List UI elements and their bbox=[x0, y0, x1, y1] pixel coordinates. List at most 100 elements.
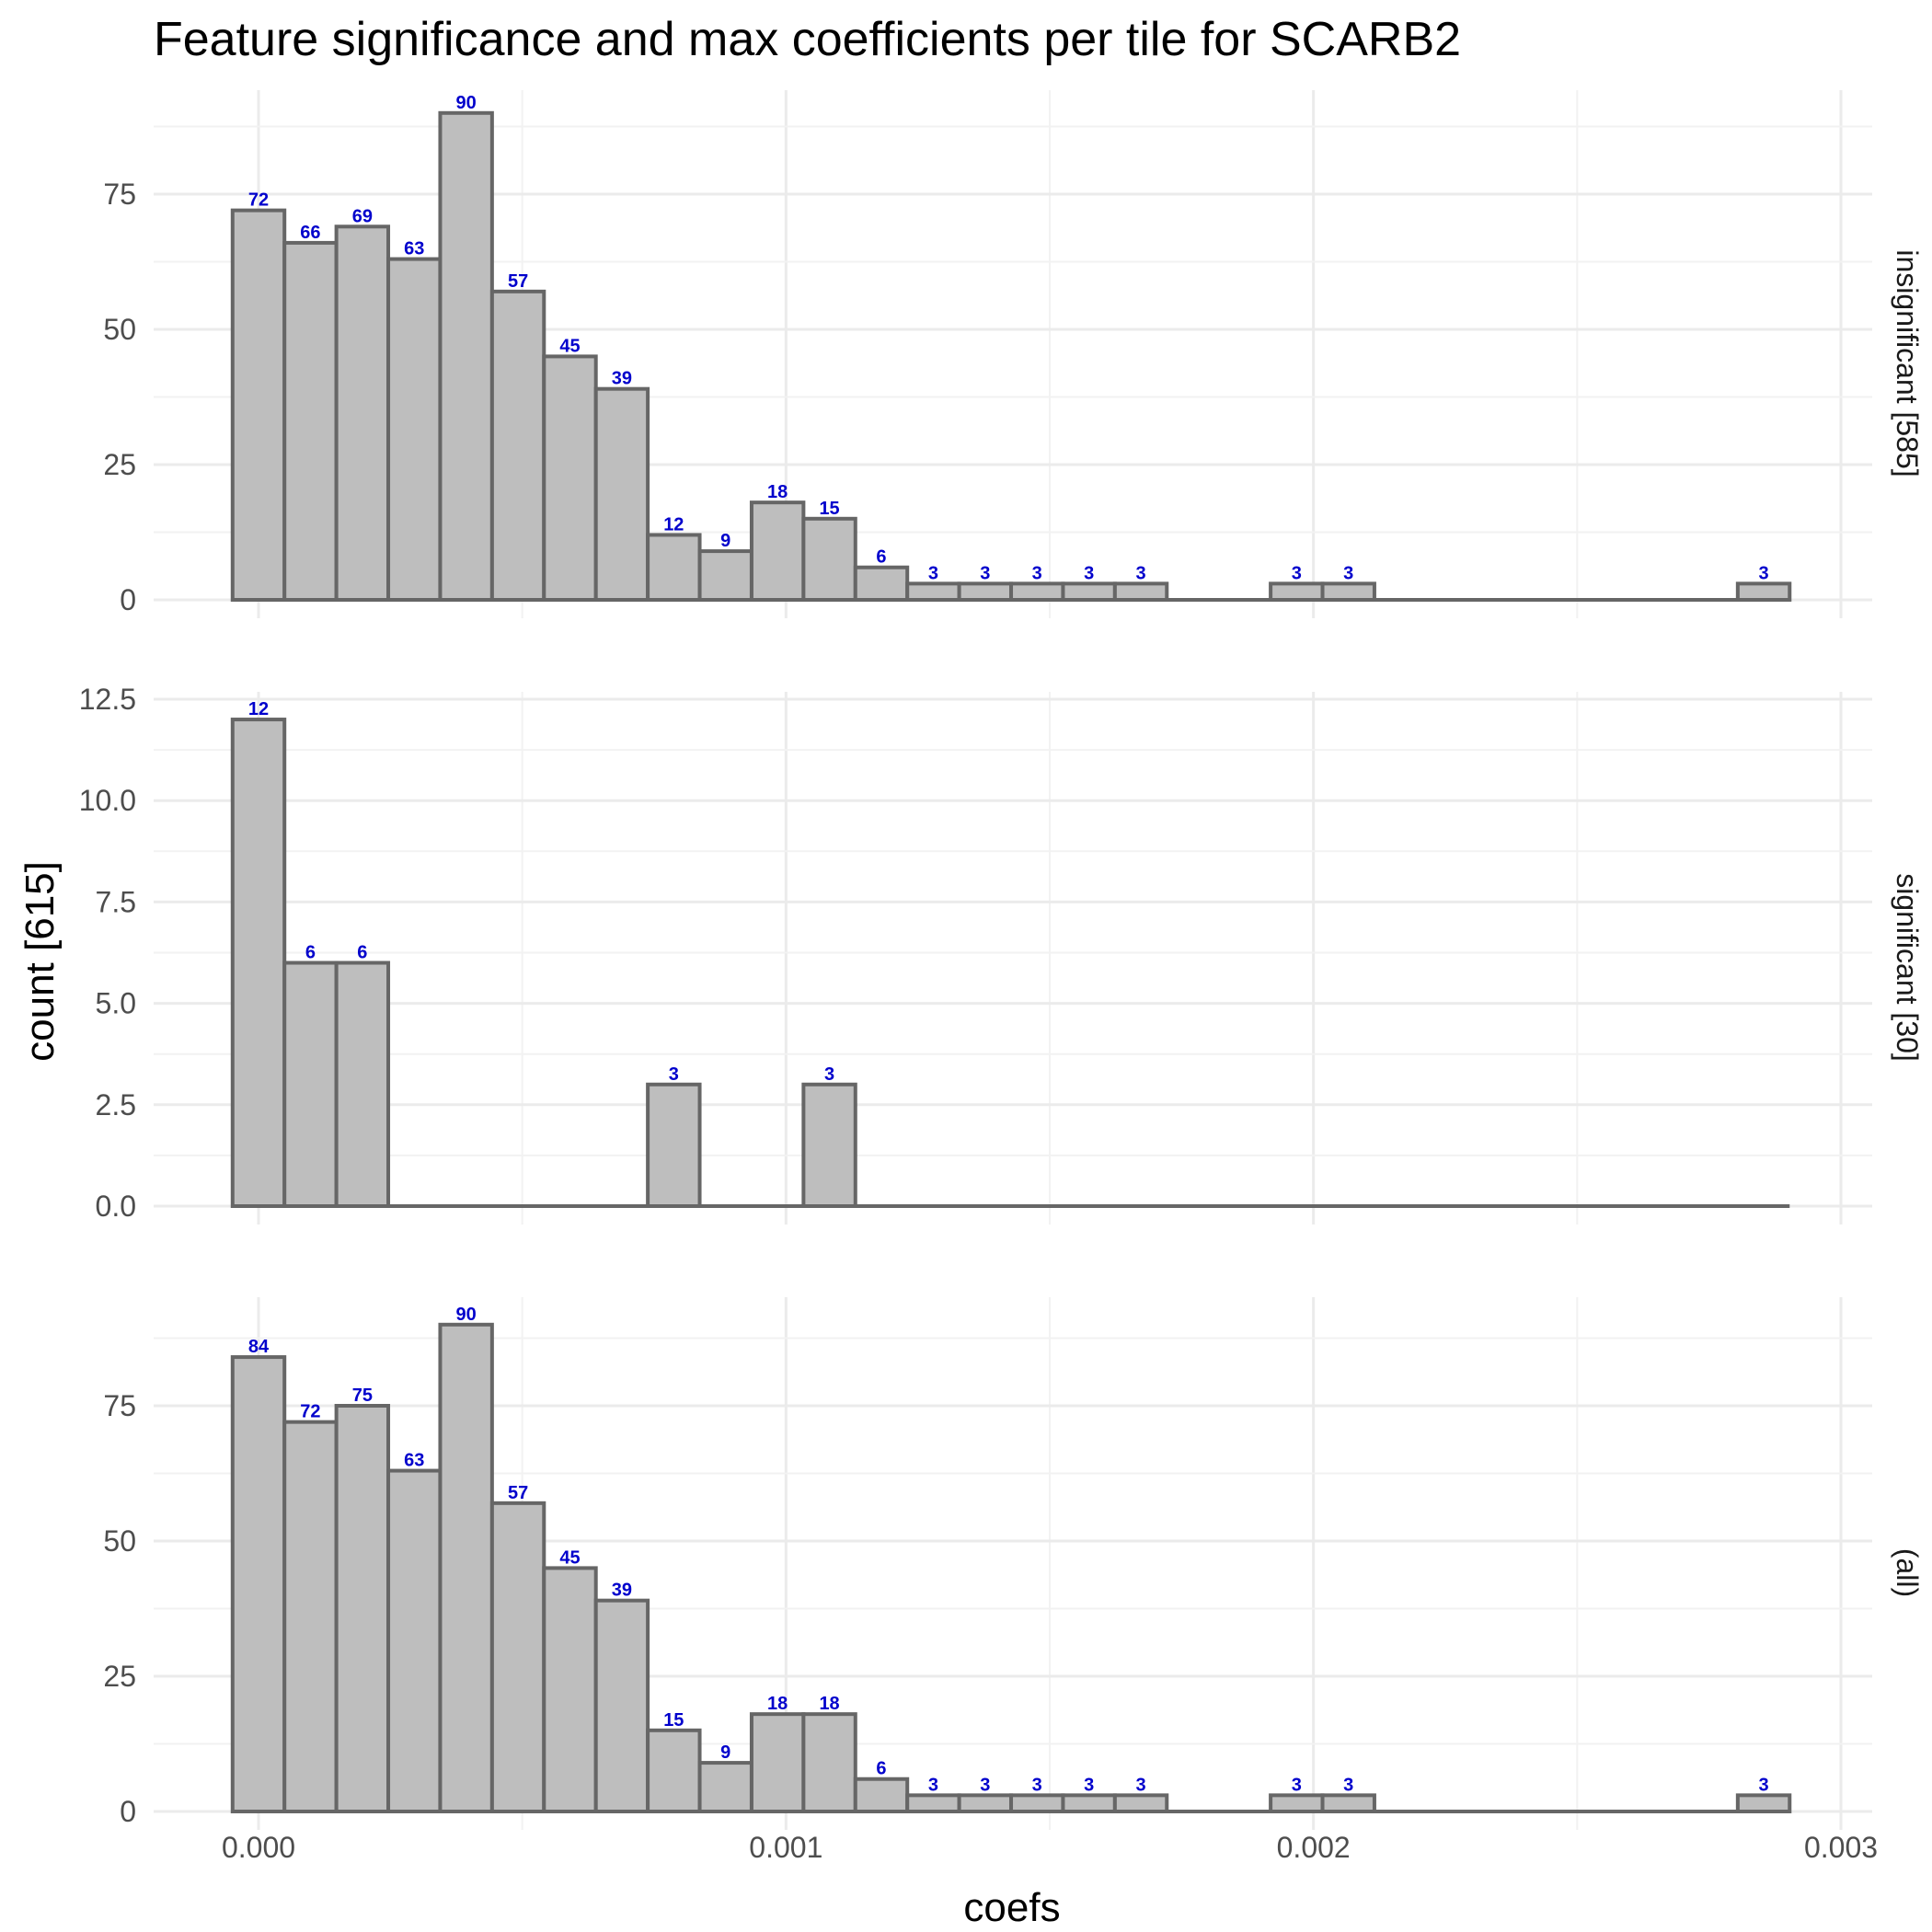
bar-count-label: 3 bbox=[1292, 1775, 1302, 1795]
facet-strip-label: significant [30] bbox=[1891, 873, 1924, 1062]
bar-count-label: 18 bbox=[767, 482, 788, 502]
y-tick-label: 0.0 bbox=[96, 1190, 136, 1223]
histogram-bar bbox=[646, 1728, 702, 1814]
histogram-bar bbox=[489, 1501, 546, 1813]
bar-count-label: 3 bbox=[1759, 563, 1769, 583]
facet-strip-label: (all) bbox=[1891, 1548, 1924, 1597]
bar-count-label: 3 bbox=[980, 1775, 990, 1795]
bar-count-label: 3 bbox=[928, 563, 938, 583]
bar-count-label: 3 bbox=[1136, 563, 1146, 583]
histogram-bar bbox=[593, 1598, 650, 1814]
histogram-bar bbox=[853, 565, 910, 602]
histogram-bar bbox=[1320, 1793, 1376, 1813]
histogram-bar bbox=[1320, 581, 1376, 602]
bar-count-label: 3 bbox=[1136, 1775, 1146, 1795]
bar-count-label: 3 bbox=[928, 1775, 938, 1795]
bar-count-label: 66 bbox=[300, 223, 320, 243]
bar-count-label: 6 bbox=[876, 1759, 886, 1779]
histogram-bar bbox=[801, 516, 857, 602]
histogram-bar bbox=[230, 718, 287, 1208]
bar-count-label: 39 bbox=[612, 369, 632, 389]
bar-count-label: 69 bbox=[352, 206, 373, 226]
y-tick-label: 50 bbox=[103, 313, 136, 346]
bar-count-label: 12 bbox=[248, 699, 269, 719]
bar-count-label: 63 bbox=[404, 1451, 424, 1471]
histogram-bar bbox=[1112, 581, 1169, 602]
histogram-bar bbox=[438, 110, 494, 603]
bar-count-label: 18 bbox=[819, 1694, 839, 1714]
bar-count-label: 90 bbox=[456, 93, 477, 113]
histogram-bar bbox=[1061, 1793, 1117, 1813]
histogram-bar bbox=[334, 1404, 391, 1813]
y-tick-label: 5.0 bbox=[96, 987, 136, 1020]
histogram-bar bbox=[801, 1082, 857, 1209]
bar-count-label: 18 bbox=[767, 1694, 788, 1714]
histogram-bar bbox=[282, 240, 339, 602]
x-tick-label: 0.000 bbox=[222, 1831, 295, 1864]
y-tick-label: 7.5 bbox=[96, 885, 136, 918]
bar-count-label: 39 bbox=[612, 1581, 632, 1601]
y-tick-label: 12.5 bbox=[79, 683, 136, 716]
histogram-bar bbox=[749, 1712, 806, 1814]
bar-count-label: 3 bbox=[1032, 1775, 1042, 1795]
histogram-bar bbox=[905, 1793, 961, 1813]
histogram-bar bbox=[697, 549, 753, 603]
bar-count-label: 57 bbox=[508, 271, 528, 292]
bar-count-label: 15 bbox=[819, 499, 839, 519]
bar-count-label: 72 bbox=[300, 1402, 320, 1422]
histogram-bar bbox=[542, 1566, 598, 1814]
histogram-bar bbox=[230, 208, 287, 602]
bar-count-label: 90 bbox=[456, 1305, 477, 1325]
bar-count-label: 3 bbox=[1292, 563, 1302, 583]
bar-count-label: 9 bbox=[720, 1742, 730, 1763]
bar-count-label: 57 bbox=[508, 1483, 528, 1503]
bar-count-label: 9 bbox=[720, 531, 730, 551]
histogram-bar bbox=[697, 1761, 753, 1813]
histogram-bar bbox=[489, 289, 546, 602]
histogram-bar bbox=[230, 1355, 287, 1813]
histogram-bar bbox=[542, 354, 598, 602]
histogram-bar bbox=[593, 386, 650, 602]
y-tick-label: 75 bbox=[103, 1389, 136, 1422]
bar-count-label: 3 bbox=[824, 1064, 834, 1085]
histogram-bar bbox=[334, 960, 391, 1209]
bar-count-label: 6 bbox=[876, 547, 886, 568]
y-tick-label: 25 bbox=[103, 448, 136, 481]
histogram-bar bbox=[282, 1420, 339, 1813]
x-tick-label: 0.001 bbox=[749, 1831, 822, 1864]
y-tick-label: 0 bbox=[120, 1795, 136, 1828]
bar-count-label: 75 bbox=[352, 1386, 373, 1406]
histogram-bar bbox=[801, 1712, 857, 1814]
histogram-bar bbox=[1061, 581, 1117, 602]
histogram-bar bbox=[905, 581, 961, 602]
bar-count-label: 12 bbox=[663, 514, 684, 535]
bar-count-label: 3 bbox=[1084, 563, 1094, 583]
x-axis-title: coefs bbox=[963, 1885, 1060, 1930]
bar-count-label: 3 bbox=[1343, 1775, 1353, 1795]
y-tick-label: 0 bbox=[120, 583, 136, 616]
bar-count-label: 3 bbox=[669, 1064, 679, 1085]
histogram-bar bbox=[386, 1468, 443, 1814]
bar-count-label: 6 bbox=[305, 943, 316, 963]
histogram-bar bbox=[957, 1793, 1014, 1813]
histogram-bar bbox=[282, 960, 339, 1209]
bar-count-label: 3 bbox=[1759, 1775, 1769, 1795]
chart-title: Feature significance and max coefficient… bbox=[154, 13, 1461, 66]
y-tick-label: 25 bbox=[103, 1660, 136, 1693]
histogram-bar bbox=[1735, 1793, 1792, 1813]
histogram-bar bbox=[1112, 1793, 1169, 1813]
bar-count-label: 45 bbox=[559, 336, 580, 356]
histogram-bar bbox=[1269, 581, 1325, 602]
histogram-bar bbox=[646, 533, 702, 602]
histogram-bar bbox=[334, 224, 391, 602]
histogram-bar bbox=[853, 1777, 910, 1813]
bar-count-label: 45 bbox=[559, 1547, 580, 1568]
bar-count-label: 63 bbox=[404, 239, 424, 259]
y-axis-title: count [615] bbox=[17, 861, 63, 1062]
histogram-bar bbox=[1735, 581, 1792, 602]
x-tick-label: 0.003 bbox=[1804, 1831, 1878, 1864]
